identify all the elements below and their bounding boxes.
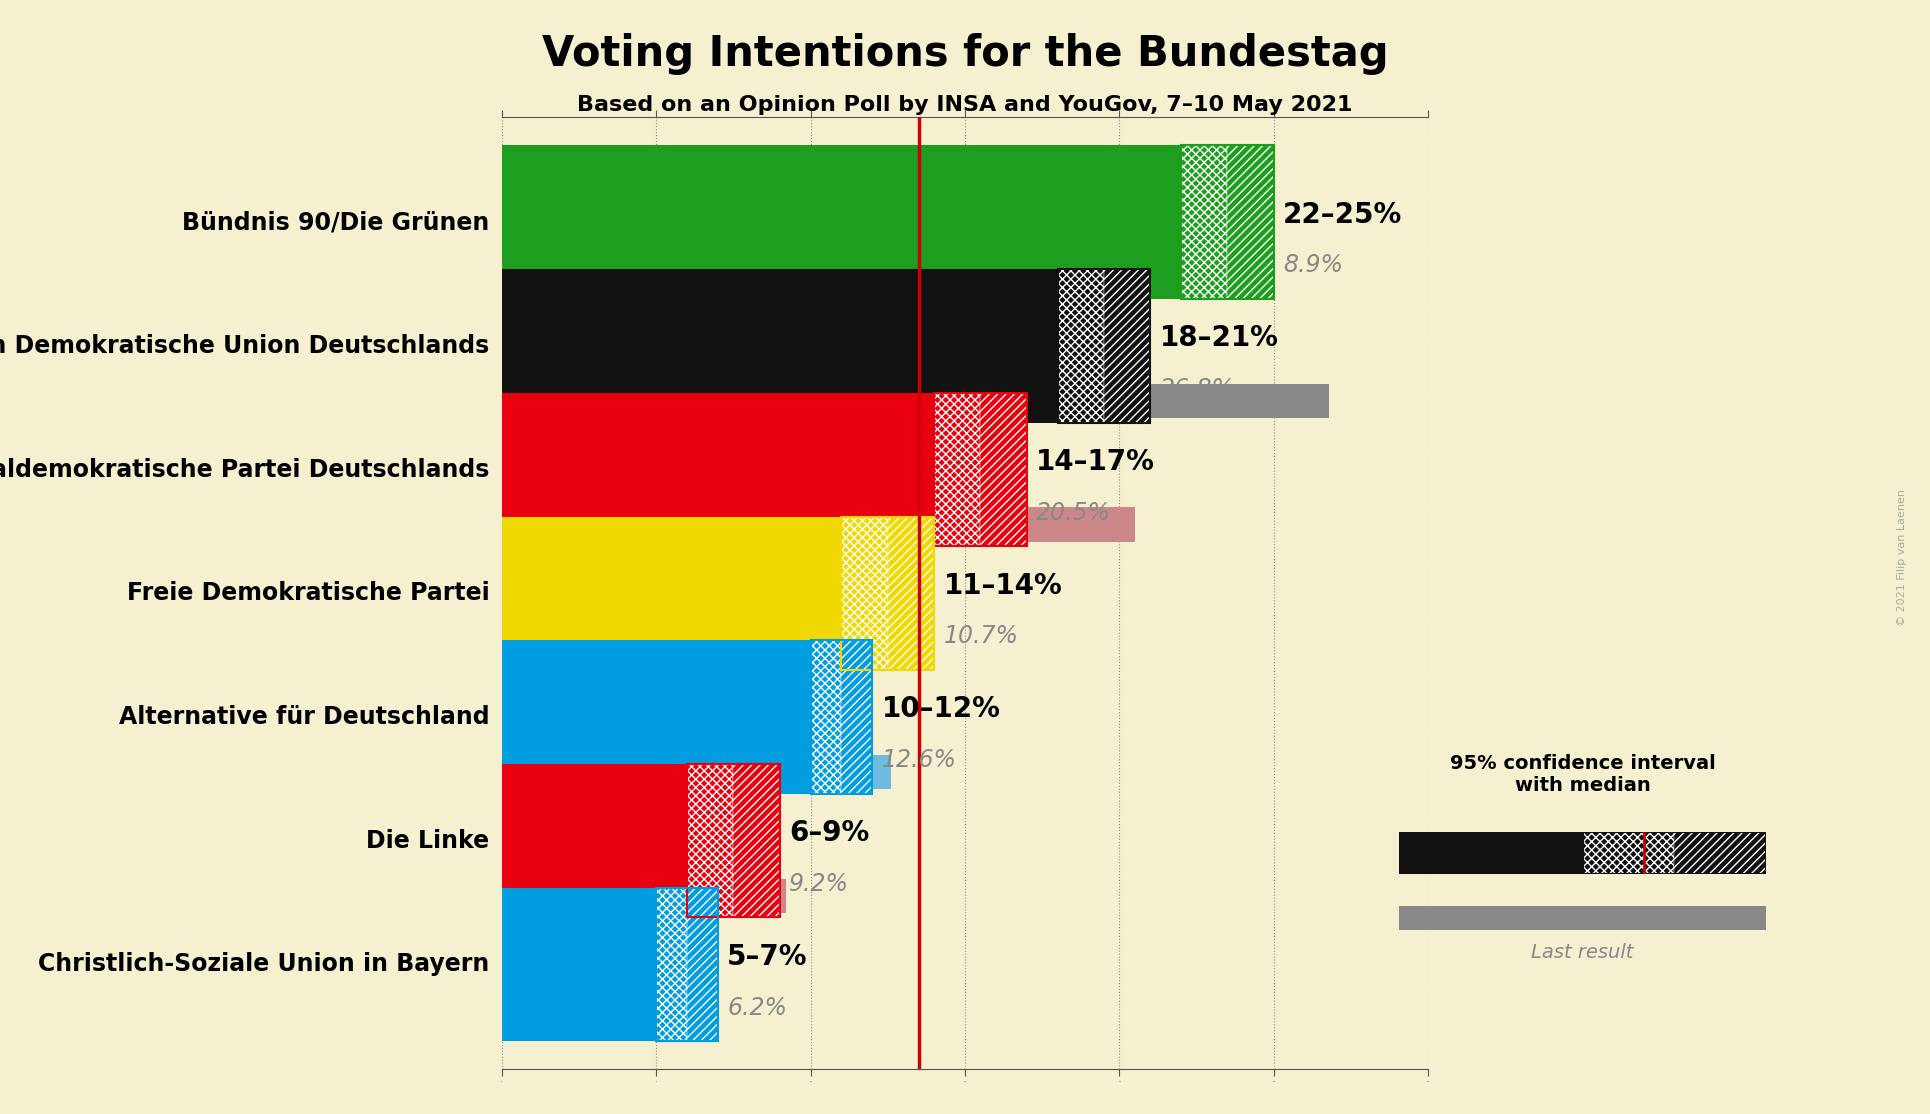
Text: © 2021 Filip van Laenen: © 2021 Filip van Laenen	[1897, 489, 1907, 625]
Bar	[980, 393, 1027, 546]
Text: 11–14%: 11–14%	[944, 571, 1062, 599]
Bar	[502, 517, 841, 670]
Bar	[687, 764, 780, 917]
Bar	[733, 764, 780, 917]
Text: 12.6%: 12.6%	[882, 749, 957, 772]
Text: 10–12%: 10–12%	[882, 695, 1000, 723]
Text: 14–17%: 14–17%	[1036, 448, 1154, 476]
Bar	[502, 1003, 693, 1037]
Bar	[502, 146, 1181, 299]
Bar	[502, 260, 776, 294]
Bar	[502, 888, 656, 1040]
Text: 6–9%: 6–9%	[789, 819, 869, 847]
Bar	[502, 764, 687, 917]
Bar	[502, 393, 934, 546]
Bar	[502, 270, 1058, 422]
Bar	[811, 641, 872, 793]
Text: 20.5%: 20.5%	[1036, 501, 1112, 525]
Bar	[502, 755, 892, 790]
Bar	[1583, 832, 1766, 874]
Bar	[1181, 146, 1274, 299]
Bar	[1058, 270, 1150, 422]
Bar	[687, 764, 733, 917]
Text: 18–21%: 18–21%	[1160, 324, 1278, 352]
Text: Bündnis 90/Die Grünen: Bündnis 90/Die Grünen	[181, 211, 490, 234]
Bar	[841, 517, 888, 670]
Bar	[811, 641, 841, 793]
Bar	[656, 888, 687, 1040]
Text: 6.2%: 6.2%	[728, 996, 787, 1019]
Bar	[841, 517, 934, 670]
Bar	[687, 888, 718, 1040]
Text: 10.7%: 10.7%	[944, 625, 1019, 648]
Bar	[502, 879, 786, 913]
Text: 5–7%: 5–7%	[728, 942, 809, 971]
Text: Based on an Opinion Poll by INSA and YouGov, 7–10 May 2021: Based on an Opinion Poll by INSA and You…	[577, 95, 1353, 115]
Text: Die Linke: Die Linke	[367, 829, 490, 852]
Bar	[934, 393, 1027, 546]
Bar	[502, 632, 832, 666]
Bar	[502, 383, 1330, 419]
Bar	[502, 641, 811, 793]
Bar	[1583, 832, 1673, 874]
Text: Christlich-Soziale Union in Bayern: Christlich-Soziale Union in Bayern	[39, 952, 490, 976]
Text: Last result: Last result	[1530, 942, 1635, 962]
Text: 22–25%: 22–25%	[1283, 201, 1403, 228]
Bar	[1181, 146, 1227, 299]
Text: 9.2%: 9.2%	[789, 872, 849, 896]
Bar	[1058, 270, 1104, 422]
Text: 26.8%: 26.8%	[1160, 378, 1235, 401]
Bar	[934, 393, 980, 546]
Text: Alternative für Deutschland: Alternative für Deutschland	[120, 705, 490, 729]
Bar	[1227, 146, 1274, 299]
Bar	[656, 888, 718, 1040]
Bar	[888, 517, 934, 670]
Text: 8.9%: 8.9%	[1283, 253, 1343, 277]
Bar	[841, 641, 872, 793]
Text: 95% confidence interval
with median: 95% confidence interval with median	[1449, 754, 1716, 794]
Text: Freie Demokratische Partei: Freie Demokratische Partei	[127, 582, 490, 605]
Text: Christlich Demokratische Union Deutschlands: Christlich Demokratische Union Deutschla…	[0, 334, 490, 358]
Bar	[1675, 832, 1766, 874]
Bar	[1399, 832, 1583, 874]
Bar	[1104, 270, 1150, 422]
Text: Voting Intentions for the Bundestag: Voting Intentions for the Bundestag	[542, 33, 1388, 76]
Text: Sozialdemokratische Partei Deutschlands: Sozialdemokratische Partei Deutschlands	[0, 458, 490, 481]
Bar	[502, 507, 1135, 543]
